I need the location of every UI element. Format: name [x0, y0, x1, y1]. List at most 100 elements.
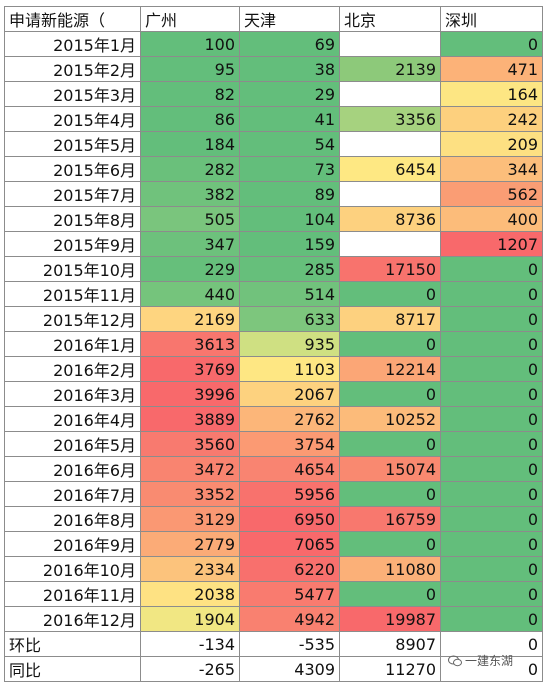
- month-cell[interactable]: 2015年7月: [4, 181, 141, 207]
- month-cell[interactable]: 2015年5月: [4, 131, 141, 157]
- value-cell-tianjin[interactable]: 935: [239, 331, 340, 357]
- month-cell[interactable]: 2016年12月: [4, 606, 141, 632]
- value-cell-tianjin[interactable]: 285: [239, 256, 340, 282]
- value-cell-tianjin[interactable]: 89: [239, 181, 340, 207]
- value-cell-beijing[interactable]: [339, 131, 441, 157]
- value-cell-guangzhou[interactable]: 2779: [140, 531, 240, 557]
- value-cell-guangzhou[interactable]: 3560: [140, 431, 240, 457]
- value-cell-beijing[interactable]: 2139: [339, 56, 441, 82]
- value-cell-beijing[interactable]: 10252: [339, 406, 441, 432]
- value-cell-tianjin[interactable]: 38: [239, 56, 340, 82]
- summary-value-cell-shenzhen[interactable]: 0: [440, 631, 543, 657]
- value-cell-guangzhou[interactable]: 2038: [140, 581, 240, 607]
- value-cell-shenzhen[interactable]: 0: [440, 581, 543, 607]
- value-cell-shenzhen[interactable]: 0: [440, 331, 543, 357]
- month-cell[interactable]: 2016年8月: [4, 506, 141, 532]
- value-cell-guangzhou[interactable]: 3472: [140, 456, 240, 482]
- value-cell-tianjin[interactable]: 633: [239, 306, 340, 332]
- value-cell-guangzhou[interactable]: 3889: [140, 406, 240, 432]
- value-cell-beijing[interactable]: 6454: [339, 156, 441, 182]
- value-cell-beijing[interactable]: 0: [339, 531, 441, 557]
- value-cell-beijing[interactable]: 3356: [339, 106, 441, 132]
- month-cell[interactable]: 2016年2月: [4, 356, 141, 382]
- month-cell[interactable]: 2016年11月: [4, 581, 141, 607]
- value-cell-guangzhou[interactable]: 95: [140, 56, 240, 82]
- value-cell-shenzhen[interactable]: 0: [440, 406, 543, 432]
- value-cell-beijing[interactable]: 0: [339, 431, 441, 457]
- value-cell-guangzhou[interactable]: 3613: [140, 331, 240, 357]
- summary-label-cell[interactable]: 环比: [4, 631, 141, 657]
- month-cell[interactable]: 2015年4月: [4, 106, 141, 132]
- value-cell-shenzhen[interactable]: 0: [440, 506, 543, 532]
- value-cell-beijing[interactable]: 0: [339, 381, 441, 407]
- value-cell-tianjin[interactable]: 5477: [239, 581, 340, 607]
- value-cell-tianjin[interactable]: 6220: [239, 556, 340, 582]
- value-cell-shenzhen[interactable]: 209: [440, 131, 543, 157]
- month-cell[interactable]: 2015年11月: [4, 281, 141, 307]
- value-cell-guangzhou[interactable]: 2169: [140, 306, 240, 332]
- value-cell-guangzhou[interactable]: 3769: [140, 356, 240, 382]
- value-cell-tianjin[interactable]: 104: [239, 206, 340, 232]
- value-cell-shenzhen[interactable]: 0: [440, 431, 543, 457]
- value-cell-beijing[interactable]: 8717: [339, 306, 441, 332]
- value-cell-tianjin[interactable]: 7065: [239, 531, 340, 557]
- month-cell[interactable]: 2015年3月: [4, 81, 141, 107]
- value-cell-beijing[interactable]: 0: [339, 281, 441, 307]
- value-cell-beijing[interactable]: 17150: [339, 256, 441, 282]
- value-cell-beijing[interactable]: [339, 181, 441, 207]
- value-cell-beijing[interactable]: 8736: [339, 206, 441, 232]
- value-cell-shenzhen[interactable]: 164: [440, 81, 543, 107]
- value-cell-beijing[interactable]: 12214: [339, 356, 441, 382]
- value-cell-beijing[interactable]: 0: [339, 331, 441, 357]
- value-cell-tianjin[interactable]: 5956: [239, 481, 340, 507]
- value-cell-shenzhen[interactable]: 0: [440, 606, 543, 632]
- month-cell[interactable]: 2016年5月: [4, 431, 141, 457]
- value-cell-tianjin[interactable]: 2762: [239, 406, 340, 432]
- value-cell-beijing[interactable]: 11080: [339, 556, 441, 582]
- value-cell-guangzhou[interactable]: 86: [140, 106, 240, 132]
- value-cell-tianjin[interactable]: 29: [239, 81, 340, 107]
- month-cell[interactable]: 2016年1月: [4, 331, 141, 357]
- value-cell-beijing[interactable]: [339, 81, 441, 107]
- value-cell-tianjin[interactable]: 69: [239, 31, 340, 57]
- value-cell-beijing[interactable]: 15074: [339, 456, 441, 482]
- value-cell-shenzhen[interactable]: 0: [440, 531, 543, 557]
- value-cell-shenzhen[interactable]: 562: [440, 181, 543, 207]
- value-cell-shenzhen[interactable]: 242: [440, 106, 543, 132]
- value-cell-shenzhen[interactable]: 0: [440, 481, 543, 507]
- month-cell[interactable]: 2015年8月: [4, 206, 141, 232]
- value-cell-beijing[interactable]: 19987: [339, 606, 441, 632]
- value-cell-shenzhen[interactable]: 344: [440, 156, 543, 182]
- value-cell-tianjin[interactable]: 2067: [239, 381, 340, 407]
- value-cell-shenzhen[interactable]: 400: [440, 206, 543, 232]
- header-cell-shenzhen[interactable]: 深圳: [440, 6, 543, 32]
- value-cell-tianjin[interactable]: 159: [239, 231, 340, 257]
- value-cell-guangzhou[interactable]: 347: [140, 231, 240, 257]
- value-cell-shenzhen[interactable]: 0: [440, 456, 543, 482]
- value-cell-guangzhou[interactable]: 2334: [140, 556, 240, 582]
- value-cell-beijing[interactable]: 16759: [339, 506, 441, 532]
- month-cell[interactable]: 2016年3月: [4, 381, 141, 407]
- value-cell-tianjin[interactable]: 4942: [239, 606, 340, 632]
- month-cell[interactable]: 2015年9月: [4, 231, 141, 257]
- value-cell-shenzhen[interactable]: 0: [440, 31, 543, 57]
- header-cell-beijing[interactable]: 北京: [339, 6, 441, 32]
- value-cell-shenzhen[interactable]: 0: [440, 281, 543, 307]
- value-cell-shenzhen[interactable]: 0: [440, 356, 543, 382]
- value-cell-guangzhou[interactable]: 382: [140, 181, 240, 207]
- value-cell-guangzhou[interactable]: 3352: [140, 481, 240, 507]
- header-cell-tianjin[interactable]: 天津: [239, 6, 340, 32]
- value-cell-guangzhou[interactable]: 82: [140, 81, 240, 107]
- summary-value-cell-guangzhou[interactable]: -134: [140, 631, 240, 657]
- value-cell-tianjin[interactable]: 41: [239, 106, 340, 132]
- summary-value-cell-tianjin[interactable]: 4309: [239, 656, 340, 682]
- value-cell-tianjin[interactable]: 3754: [239, 431, 340, 457]
- summary-value-cell-beijing[interactable]: 11270: [339, 656, 441, 682]
- summary-value-cell-tianjin[interactable]: -535: [239, 631, 340, 657]
- value-cell-tianjin[interactable]: 1103: [239, 356, 340, 382]
- value-cell-guangzhou[interactable]: 229: [140, 256, 240, 282]
- month-cell[interactable]: 2015年1月: [4, 31, 141, 57]
- summary-value-cell-beijing[interactable]: 8907: [339, 631, 441, 657]
- month-cell[interactable]: 2016年7月: [4, 481, 141, 507]
- value-cell-guangzhou[interactable]: 1904: [140, 606, 240, 632]
